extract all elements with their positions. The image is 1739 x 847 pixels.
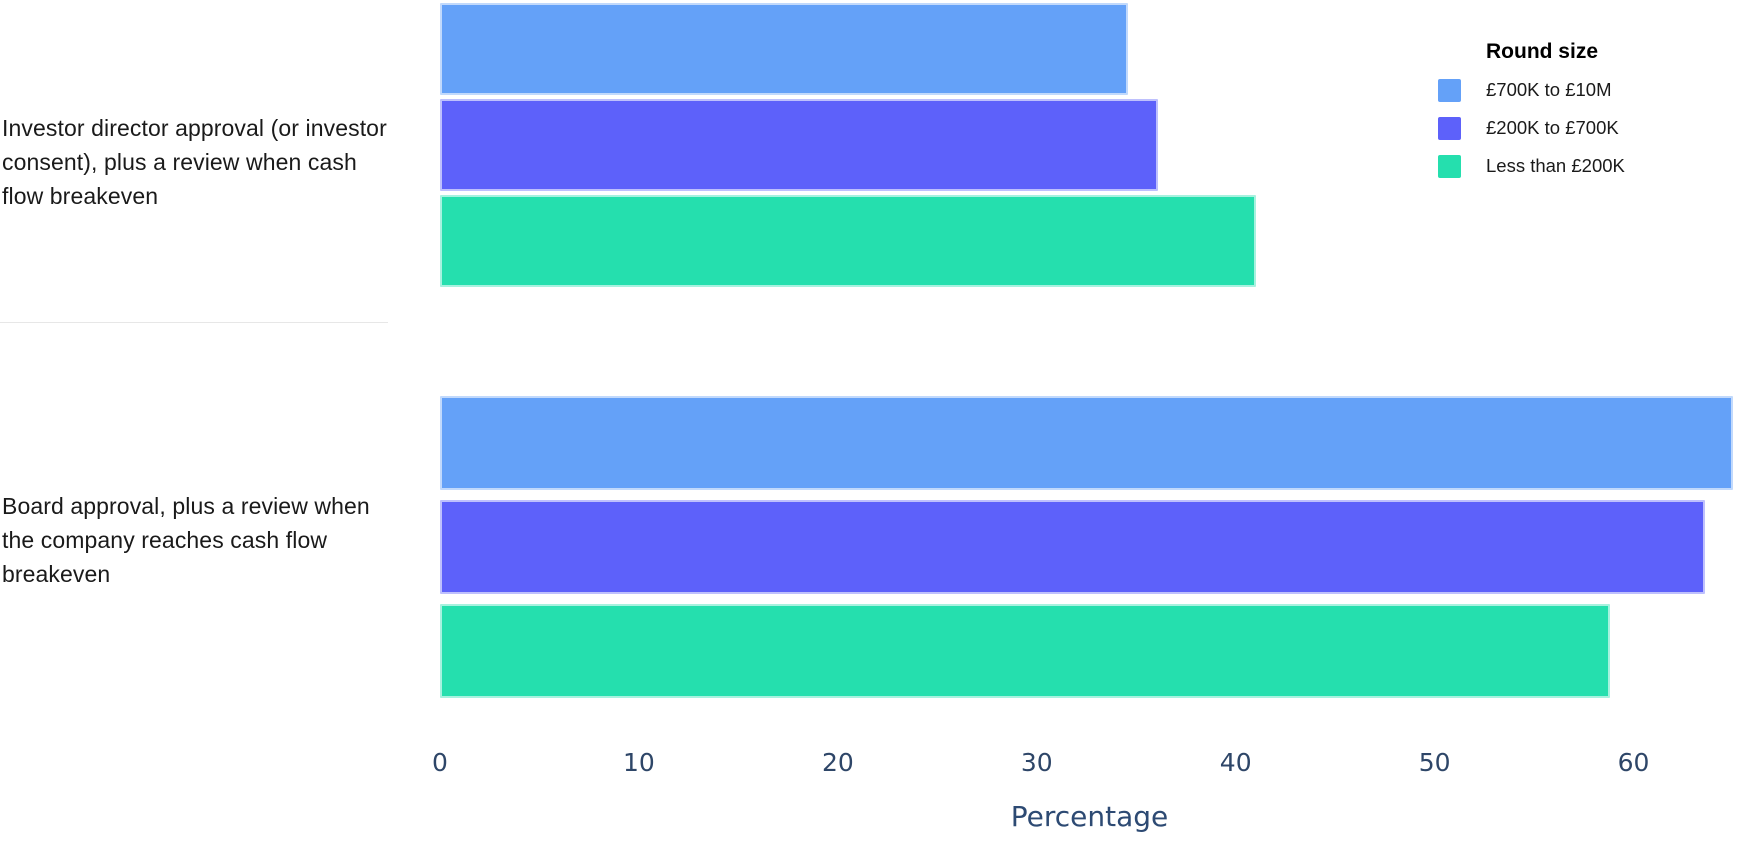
legend-swatch-icon: [1438, 116, 1461, 140]
bar-group1-series1: [440, 500, 1706, 594]
bar-group1-series2: [440, 604, 1610, 698]
category-label-1: Board approval, plus a review when the c…: [2, 493, 370, 587]
x-tick-40: 40: [1219, 748, 1252, 777]
legend-item-label: £200K to £700K: [1486, 117, 1619, 138]
x-tick-60: 60: [1617, 748, 1650, 777]
legend-item-0: £700K to £10M: [1438, 78, 1625, 102]
legend-item-2: Less than £200K: [1438, 154, 1625, 178]
x-tick-50: 50: [1418, 748, 1451, 777]
x-tick-10: 10: [623, 748, 655, 777]
category-label-0: Investor director approval (or investor …: [2, 115, 387, 209]
legend-items: £700K to £10M £200K to £700K Less than £20…: [1438, 78, 1625, 178]
category-row-divider: [0, 322, 388, 323]
legend-item-label: £700K to £10M: [1486, 79, 1612, 100]
x-axis: 0 10 20 30 40 50 60: [432, 748, 1739, 782]
x-axis-title: Percentage: [1010, 800, 1169, 833]
legend: Round size £700K to £10M £200K to £700K Le…: [1438, 40, 1625, 192]
legend-item-1: £200K to £700K: [1438, 116, 1625, 140]
bar-group0-series1: [440, 99, 1159, 191]
bar-group1-series0: [440, 396, 1734, 490]
legend-title: Round size: [1486, 40, 1599, 63]
legend-item-label: Less than £200K: [1486, 155, 1625, 176]
bar-group0-series0: [440, 3, 1129, 95]
x-tick-20: 20: [821, 748, 854, 777]
x-tick-0: 0: [432, 748, 448, 777]
plot-area: [440, 0, 1739, 710]
bar-group0-series2: [440, 195, 1256, 287]
x-tick-30: 30: [1020, 748, 1053, 777]
legend-swatch-icon: [1438, 154, 1461, 178]
legend-swatch-icon: [1438, 78, 1461, 102]
